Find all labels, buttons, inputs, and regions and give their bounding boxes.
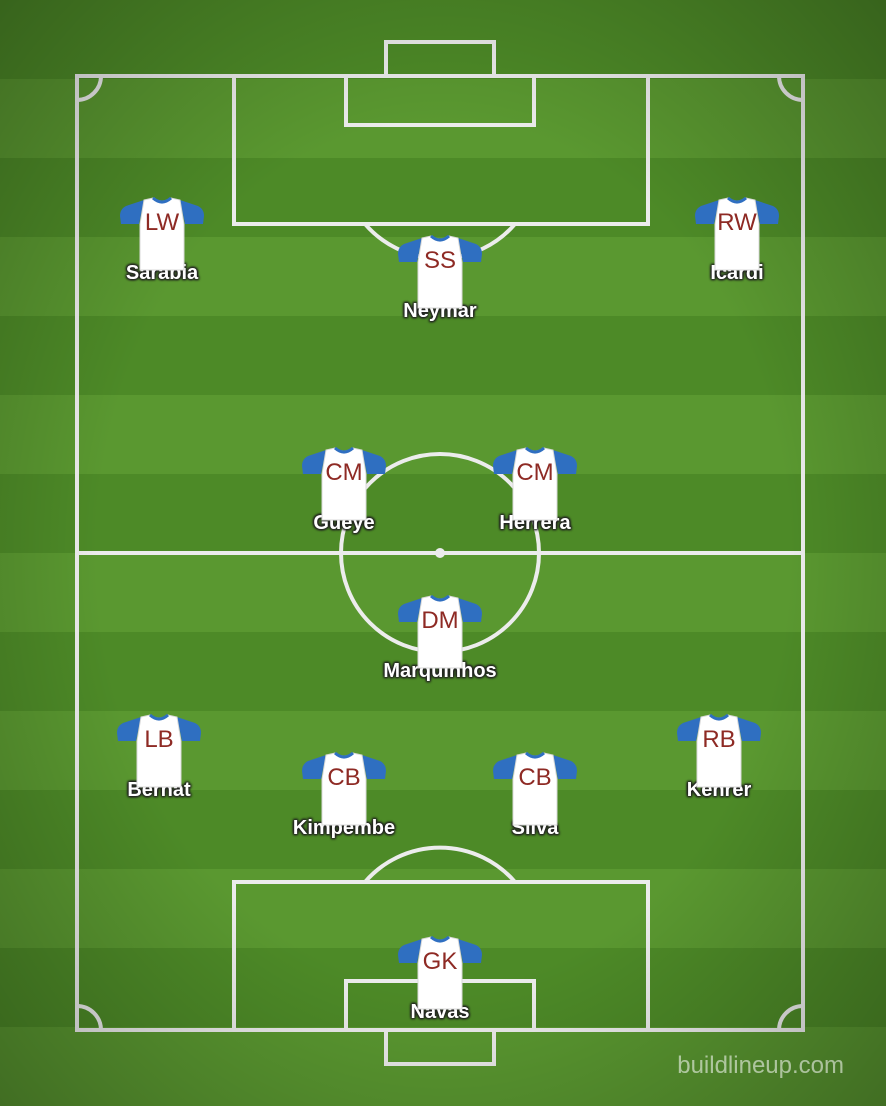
player-rb[interactable]: RB Kehrer [654, 699, 784, 802]
watermark: buildlineup.com [677, 1052, 844, 1079]
top-goal-area [344, 74, 536, 127]
position-label: SS [423, 247, 456, 274]
top-penalty-area [232, 74, 650, 226]
shirt-icon [302, 751, 386, 826]
bottom-penalty-arc [363, 845, 517, 884]
player-cm-left[interactable]: CM Gueye [279, 432, 409, 535]
position-label: DM [421, 607, 459, 634]
shirt-icon [302, 446, 386, 521]
shirt-icon [695, 196, 779, 271]
position-label: CM [516, 459, 554, 486]
player-cb-right[interactable]: CB Silva [470, 737, 600, 840]
player-ss[interactable]: SS Neymar [375, 220, 505, 323]
shirt-icon [493, 751, 577, 826]
position-label: RW [717, 209, 757, 236]
position-label: CM [325, 459, 363, 486]
shirt-icon [493, 446, 577, 521]
top-goal [384, 40, 496, 78]
player-lw[interactable]: LW Sarabia [97, 182, 227, 285]
position-label: RB [702, 726, 736, 753]
player-name: Marquinhos [383, 660, 497, 682]
player-dm[interactable]: DM Marquinhos [375, 580, 505, 683]
corner-arc-top-right [777, 75, 804, 102]
center-spot [435, 548, 445, 558]
position-label: CB [327, 764, 361, 791]
shirt-icon [398, 594, 482, 669]
player-cm-right[interactable]: CM Herrera [470, 432, 600, 535]
player-lb[interactable]: LB Bernat [94, 699, 224, 802]
shirt-icon [117, 713, 201, 788]
player-gk[interactable]: GK Navas [375, 921, 505, 1024]
bottom-goal [384, 1028, 496, 1066]
corner-arc-bottom-right [777, 1004, 804, 1031]
position-label: CB [518, 764, 552, 791]
position-label: LW [144, 209, 180, 236]
shirt-icon [677, 713, 761, 788]
corner-arc-top-left [76, 75, 103, 102]
player-rw[interactable]: RW Icardi [672, 182, 802, 285]
position-label: GK [422, 948, 458, 975]
shirt-icon [120, 196, 204, 271]
shirt-icon [398, 935, 482, 1010]
player-cb-left[interactable]: CB Kimpembe [279, 737, 409, 840]
player-name: Kimpembe [292, 817, 396, 839]
shirt-icon [398, 234, 482, 309]
position-label: LB [144, 726, 174, 753]
corner-arc-bottom-left [76, 1004, 103, 1031]
